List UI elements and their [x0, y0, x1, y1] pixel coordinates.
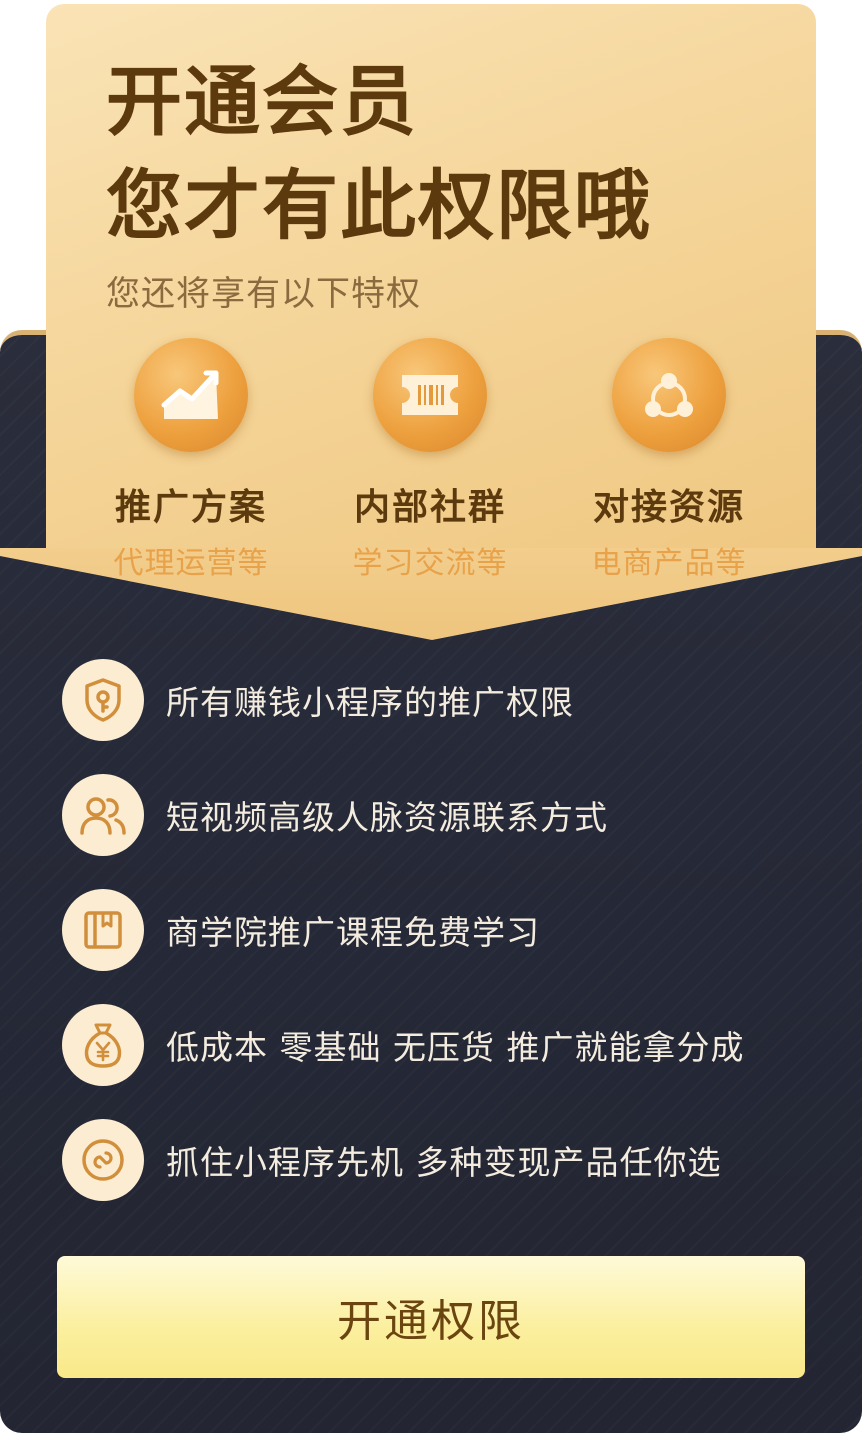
benefit-item: 所有赚钱小程序的推广权限 — [62, 659, 574, 741]
benefit-text: 短视频高级人脉资源联系方式 — [166, 798, 608, 837]
network-icon — [612, 338, 726, 452]
gold-envelope-flap — [0, 548, 862, 640]
perk-title: 对接资源 — [592, 487, 745, 528]
benefit-text: 所有赚钱小程序的推广权限 — [166, 683, 574, 722]
perk-subtitle: 代理运营等 — [113, 546, 269, 581]
perk-promotion-plan: 推广方案 代理运营等 — [71, 338, 311, 582]
money-bag-icon — [62, 1004, 144, 1086]
perk-title: 内部社群 — [353, 487, 506, 528]
benefit-text: 低成本 零基础 无压货 推广就能拿分成 — [166, 1028, 745, 1067]
trend-chart-icon — [134, 338, 248, 452]
perk-title: 推广方案 — [114, 487, 267, 528]
benefit-item: 短视频高级人脉资源联系方式 — [62, 774, 608, 856]
perk-subtitle: 电商产品等 — [591, 546, 747, 581]
benefit-item: 低成本 零基础 无压货 推广就能拿分成 — [62, 1004, 744, 1086]
ticket-icon — [373, 338, 487, 452]
benefit-text: 商学院推广课程免费学习 — [166, 913, 540, 952]
shield-key-icon — [62, 659, 144, 741]
benefit-item: 商学院推广课程免费学习 — [62, 889, 540, 971]
book-icon — [62, 889, 144, 971]
perk-resource-matching: 对接资源 电商产品等 — [549, 338, 789, 582]
page-title: 开通会员 — [106, 57, 418, 146]
perk-internal-community: 内部社群 学习交流等 — [310, 338, 550, 582]
link-icon — [62, 1119, 144, 1201]
gold-header-card — [46, 4, 816, 564]
users-icon — [62, 774, 144, 856]
benefit-item: 抓住小程序先机 多种变现产品任你选 — [62, 1119, 722, 1201]
activate-permission-button[interactable]: 开通权限 — [57, 1256, 805, 1378]
page-title-secondary: 您才有此权限哦 — [106, 161, 652, 250]
privileges-subtitle: 您还将享有以下特权 — [106, 274, 421, 314]
benefit-text: 抓住小程序先机 多种变现产品任你选 — [166, 1143, 722, 1182]
perk-subtitle: 学习交流等 — [352, 546, 508, 581]
